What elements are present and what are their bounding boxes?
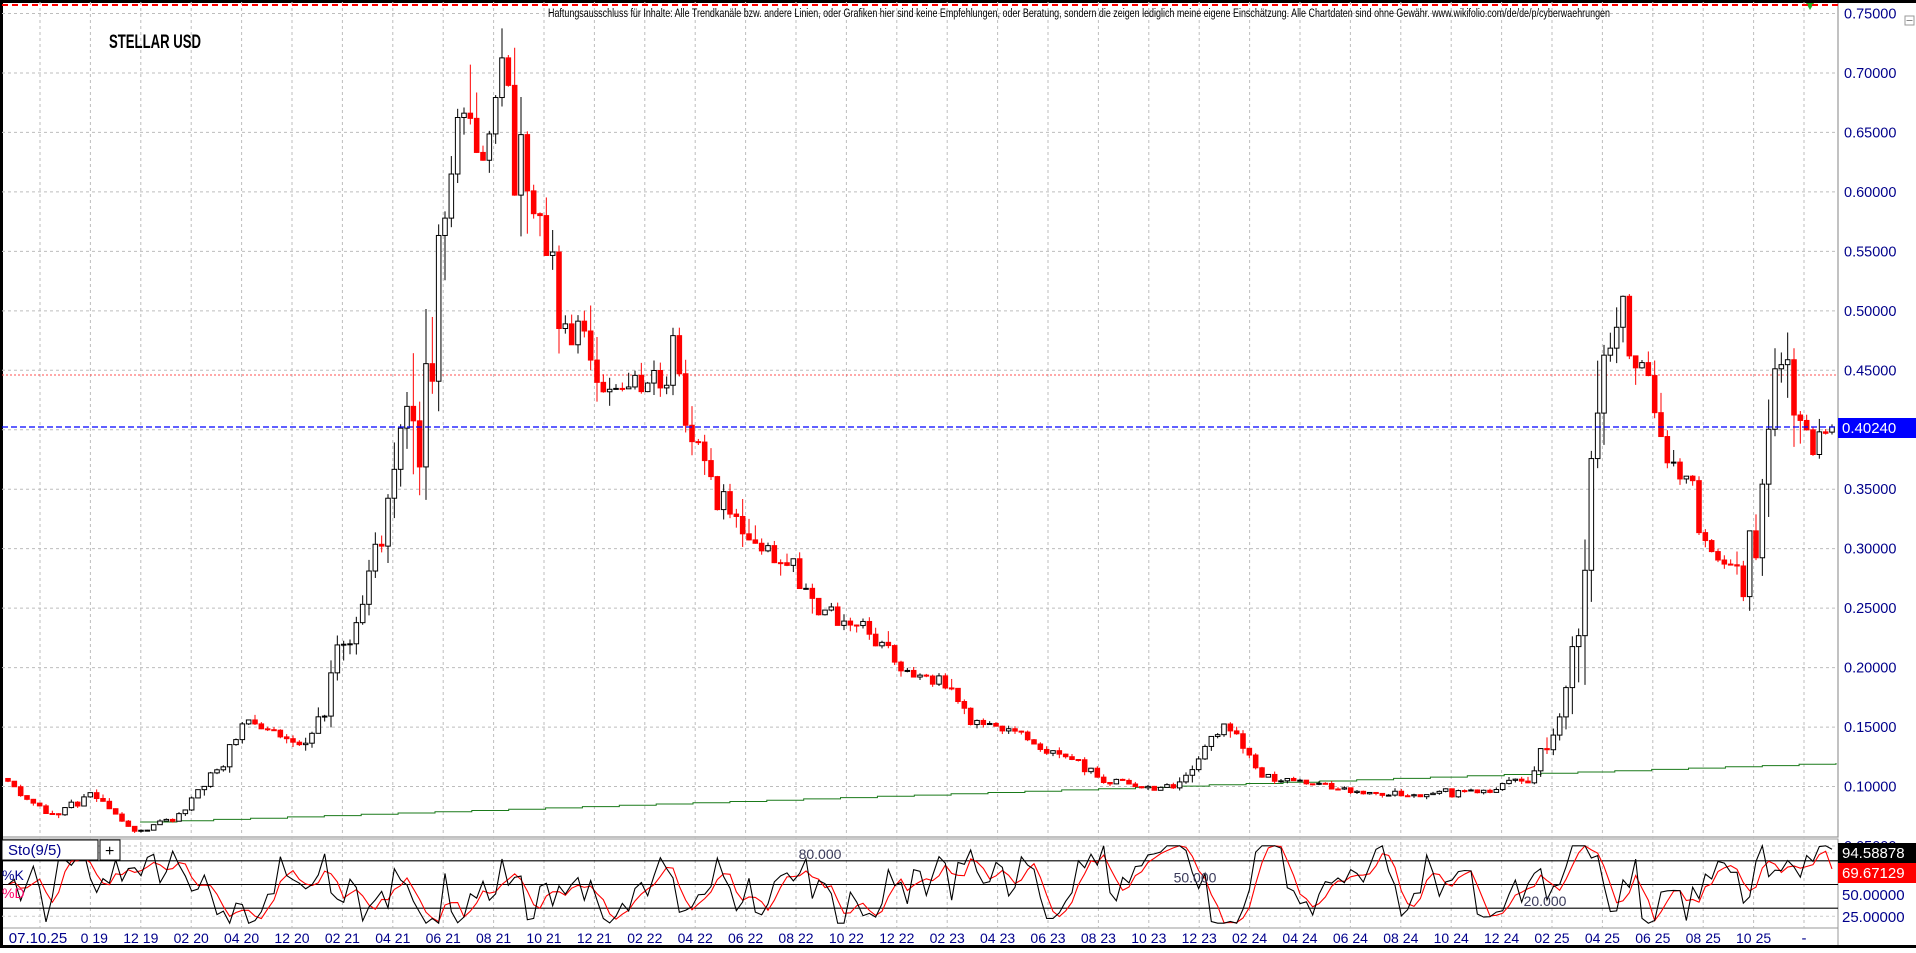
svg-text:24: 24 <box>1403 930 1419 946</box>
svg-text:25.00000: 25.00000 <box>1842 909 1905 926</box>
svg-text:50.000: 50.000 <box>1174 870 1217 886</box>
svg-text:08: 08 <box>1081 930 1097 946</box>
svg-text:10: 10 <box>1434 930 1450 946</box>
svg-text:02: 02 <box>325 930 341 946</box>
svg-text:02: 02 <box>1232 930 1248 946</box>
svg-text:0: 0 <box>81 930 89 946</box>
svg-text:%K: %K <box>2 867 24 883</box>
svg-text:02: 02 <box>1534 930 1550 946</box>
svg-text:-: - <box>1802 930 1807 947</box>
svg-text:25: 25 <box>1554 930 1570 946</box>
svg-text:06: 06 <box>426 930 442 946</box>
svg-text:22: 22 <box>647 930 663 946</box>
svg-text:23: 23 <box>1100 930 1116 946</box>
svg-text:80.000: 80.000 <box>799 846 842 862</box>
svg-text:02: 02 <box>627 930 643 946</box>
svg-text:12: 12 <box>577 930 593 946</box>
svg-text:12: 12 <box>1182 930 1198 946</box>
svg-text:10: 10 <box>526 930 542 946</box>
svg-text:08: 08 <box>1383 930 1399 946</box>
svg-text:23: 23 <box>1050 930 1066 946</box>
svg-text:24: 24 <box>1352 930 1368 946</box>
svg-text:0.45000: 0.45000 <box>1844 363 1896 379</box>
svg-text:08: 08 <box>1686 930 1702 946</box>
svg-text:Sto(9/5): Sto(9/5) <box>8 842 61 859</box>
svg-text:07.10.25: 07.10.25 <box>9 930 67 947</box>
svg-text:21: 21 <box>344 930 360 946</box>
svg-text:08: 08 <box>476 930 492 946</box>
svg-text:20: 20 <box>294 930 310 946</box>
svg-text:22: 22 <box>798 930 814 946</box>
svg-text:02: 02 <box>174 930 190 946</box>
svg-text:0.60000: 0.60000 <box>1844 185 1896 201</box>
svg-text:0.40240: 0.40240 <box>1842 420 1896 437</box>
svg-text:0.35000: 0.35000 <box>1844 482 1896 498</box>
svg-text:22: 22 <box>697 930 713 946</box>
svg-text:04: 04 <box>980 930 996 946</box>
svg-text:21: 21 <box>445 930 461 946</box>
svg-text:19: 19 <box>92 930 108 946</box>
svg-text:04: 04 <box>224 930 240 946</box>
svg-text:0.25000: 0.25000 <box>1844 601 1896 617</box>
svg-text:0.10000: 0.10000 <box>1844 780 1896 796</box>
svg-text:21: 21 <box>395 930 411 946</box>
svg-text:12: 12 <box>274 930 290 946</box>
svg-text:06: 06 <box>1030 930 1046 946</box>
svg-text:+: + <box>105 843 114 860</box>
svg-text:22: 22 <box>899 930 915 946</box>
svg-text:94.58878: 94.58878 <box>1842 845 1905 862</box>
svg-text:06: 06 <box>728 930 744 946</box>
svg-text:23: 23 <box>949 930 965 946</box>
svg-text:69.67129: 69.67129 <box>1842 865 1905 882</box>
svg-text:0.55000: 0.55000 <box>1844 244 1896 260</box>
svg-text:06: 06 <box>1333 930 1349 946</box>
svg-text:23: 23 <box>1000 930 1016 946</box>
svg-text:04: 04 <box>678 930 694 946</box>
svg-text:50.00000: 50.00000 <box>1842 887 1905 904</box>
svg-text:21: 21 <box>596 930 612 946</box>
svg-text:0.50000: 0.50000 <box>1844 304 1896 320</box>
svg-text:12: 12 <box>1484 930 1500 946</box>
svg-text:10: 10 <box>829 930 845 946</box>
svg-text:12: 12 <box>123 930 139 946</box>
svg-text:0.75000: 0.75000 <box>1844 7 1896 23</box>
svg-text:20.000: 20.000 <box>1524 893 1567 909</box>
svg-text:20: 20 <box>244 930 260 946</box>
svg-text:%D: %D <box>2 885 25 901</box>
svg-text:0.30000: 0.30000 <box>1844 542 1896 558</box>
svg-text:25: 25 <box>1705 930 1721 946</box>
svg-text:25: 25 <box>1604 930 1620 946</box>
svg-text:23: 23 <box>1151 930 1167 946</box>
svg-text:21: 21 <box>496 930 512 946</box>
svg-text:20: 20 <box>193 930 209 946</box>
svg-text:Haftungsausschluss für Inhalte: Haftungsausschluss für Inhalte: Alle Tre… <box>548 6 1610 20</box>
svg-text:04: 04 <box>1282 930 1298 946</box>
svg-text:21: 21 <box>546 930 562 946</box>
svg-text:22: 22 <box>848 930 864 946</box>
svg-text:0.20000: 0.20000 <box>1844 661 1896 677</box>
svg-text:STELLAR USD: STELLAR USD <box>109 32 201 53</box>
svg-text:25: 25 <box>1655 930 1671 946</box>
svg-text:24: 24 <box>1504 930 1520 946</box>
svg-text:24: 24 <box>1453 930 1469 946</box>
svg-text:0.65000: 0.65000 <box>1844 125 1896 141</box>
svg-text:19: 19 <box>143 930 159 946</box>
svg-text:08: 08 <box>778 930 794 946</box>
svg-text:0.70000: 0.70000 <box>1844 66 1896 82</box>
svg-text:04: 04 <box>375 930 391 946</box>
svg-text:02: 02 <box>930 930 946 946</box>
svg-text:12: 12 <box>879 930 895 946</box>
svg-text:24: 24 <box>1252 930 1268 946</box>
svg-text:10: 10 <box>1131 930 1147 946</box>
svg-text:06: 06 <box>1635 930 1651 946</box>
svg-text:10: 10 <box>1736 930 1752 946</box>
svg-text:0.15000: 0.15000 <box>1844 720 1896 736</box>
svg-text:23: 23 <box>1201 930 1217 946</box>
svg-text:04: 04 <box>1585 930 1601 946</box>
svg-text:25: 25 <box>1756 930 1772 946</box>
svg-text:24: 24 <box>1302 930 1318 946</box>
svg-text:22: 22 <box>748 930 764 946</box>
